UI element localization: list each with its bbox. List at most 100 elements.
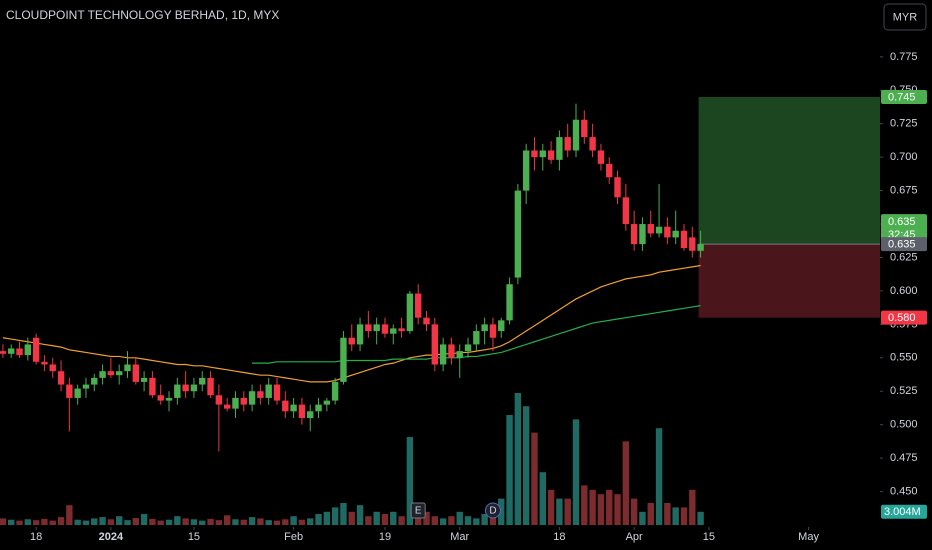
volume-bar [423,511,430,525]
currency-label[interactable]: MYR [893,11,918,23]
candle-body [539,150,546,158]
volume-bar [99,517,106,525]
candle-body [398,328,405,332]
target-tag-label: 0.745 [888,91,916,103]
last-price-label: 0.635 [888,216,916,228]
volume-bar [689,489,696,525]
y-tick-label: 0.675 [890,185,918,197]
volume-bar [323,511,331,525]
event-marker [410,502,426,519]
volume-bar [672,507,679,525]
candle-body [655,226,663,234]
candle-body [115,371,123,376]
candle-body [572,119,580,151]
volume-bar [639,511,646,525]
volume-bar [174,516,181,525]
candle-body [298,404,306,418]
volume-bar [315,514,322,525]
candle-body [331,381,339,401]
volume-bar [547,489,555,525]
candle-body [522,150,530,191]
candle-body [91,377,98,385]
volume-bar [531,432,538,525]
volume-bar [16,520,23,525]
volume-bar [0,518,7,525]
volume-bar [107,519,115,525]
candle-body [248,391,256,405]
event-label: D [489,506,496,517]
candle-body [32,337,40,362]
volume-bar [240,519,247,525]
y-tick-label: 0.725 [890,118,918,130]
volume-bar [265,520,272,525]
candle-body [149,377,156,396]
volume-bar [381,514,389,525]
candle-body [423,317,430,325]
y-tick-label: 0.775 [890,51,918,63]
volume-bar [514,393,522,525]
volume-bar [697,511,704,525]
volume-bar [8,519,15,525]
volume-bar [331,507,339,525]
candle-body [207,377,214,396]
volume-bar [41,518,48,525]
y-tick-label: 0.500 [890,419,918,431]
candle-body [356,324,364,345]
candle-body [199,377,206,385]
candle-body [481,324,488,332]
candle-body [464,344,472,352]
candle-body [8,348,15,354]
candle-body [132,364,139,382]
volume-bar [398,516,405,525]
currency-button[interactable] [883,3,927,31]
volume-bar [115,516,123,525]
candle-body [531,150,538,158]
x-tick-label: 2024 [99,531,124,543]
candle-body [630,224,638,245]
volume-bar [182,518,189,525]
volume-bar [664,503,671,525]
x-tick-label: 19 [379,531,391,543]
candle-body [406,293,414,332]
stop-zone [698,244,880,318]
candle-body [82,384,90,389]
volume-bar [622,441,630,525]
candle-body [689,237,696,251]
volume-bar [606,489,613,525]
x-tick-label: 15 [188,531,200,543]
candle-body [232,397,239,409]
volume-bar [223,515,231,525]
x-tick-label: May [798,531,819,543]
candle-body [514,190,522,278]
candle-body [373,324,380,332]
candle-body [431,324,439,365]
volume-bar [307,518,314,525]
candle-body [381,324,389,334]
candle-body [348,337,355,345]
candle-body [66,384,73,398]
candle-body [240,397,247,405]
candle-body [639,224,646,245]
volume-bar [356,505,364,525]
volume-bar [165,519,173,525]
candle-body [556,137,563,160]
volume-bar [49,520,56,525]
candle-body [74,388,81,398]
volume-bar [190,519,198,525]
volume-bar [373,511,380,525]
candle-body [174,384,181,398]
volume-bar [506,415,513,525]
candle-body [282,400,289,412]
candle-body [390,328,397,334]
x-tick-label: Feb [284,531,303,543]
volume-bar [390,511,397,525]
candle-body [489,324,497,338]
volume-bar [32,520,40,525]
y-tick-label: 0.700 [890,151,918,163]
volume-bar [232,519,239,525]
candle-body [49,364,56,372]
y-tick-label: 0.525 [890,385,918,397]
volume-bar [431,516,439,525]
